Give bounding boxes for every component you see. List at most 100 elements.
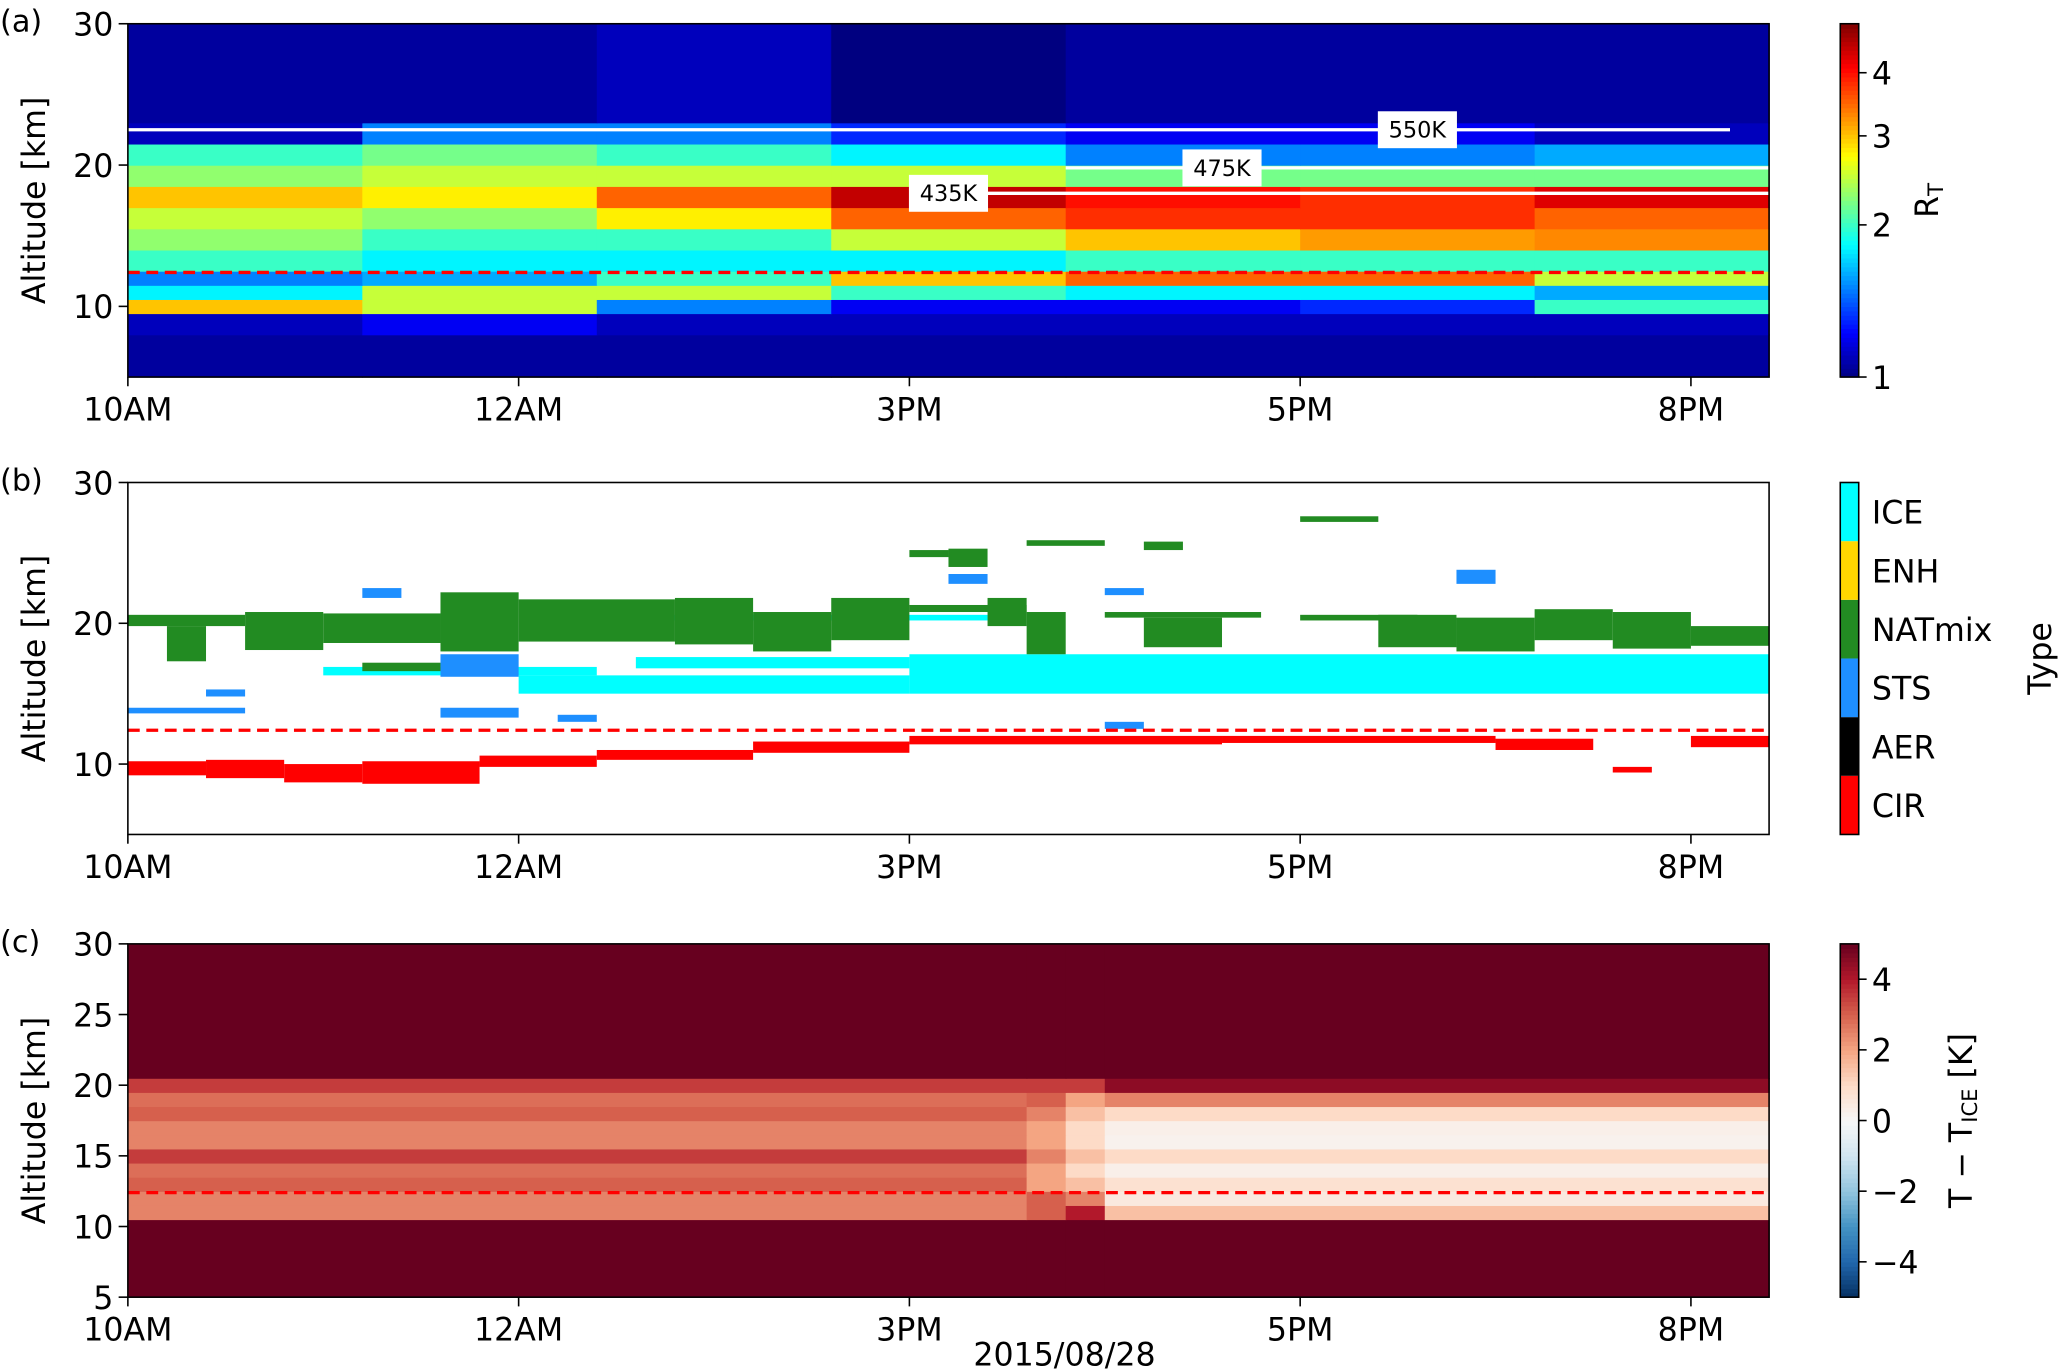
colorbar-label-sub: T <box>1923 183 1948 197</box>
class-segment <box>206 759 285 779</box>
colorbar-step <box>1840 1023 1859 1029</box>
heatmap-cell <box>1534 271 1770 286</box>
heatmap-cell <box>127 1078 1028 1093</box>
class-segment <box>518 675 910 694</box>
heatmap-cell <box>1534 207 1770 230</box>
panel-label: (a) <box>0 5 42 40</box>
heatmap-cell <box>1300 228 1536 251</box>
colorbar-step <box>1840 50 1859 56</box>
heatmap-cell <box>831 299 1067 315</box>
colorbar-step <box>1840 231 1859 237</box>
heatmap-cell <box>1065 299 1301 315</box>
colorbar-step <box>1840 341 1859 347</box>
colorbar-step <box>1840 1129 1859 1135</box>
colorbar-step <box>1840 98 1859 104</box>
colorbar-step <box>1840 1186 1859 1192</box>
colorbar-label-text: Type <box>2023 622 2059 696</box>
colorbar-step <box>1840 222 1859 228</box>
heatmap-cell <box>1300 186 1536 209</box>
colorbar-step <box>1840 195 1859 202</box>
heatmap-cell <box>831 285 1067 300</box>
colorbar-step <box>1840 346 1859 352</box>
colorbar-step <box>1840 306 1859 312</box>
colorbar-step <box>1840 187 1859 193</box>
heatmap-cell <box>596 186 832 209</box>
colorbar-step <box>1840 359 1859 365</box>
colorbar-step <box>1840 178 1859 184</box>
colorbar-step <box>1840 218 1859 224</box>
class-segment <box>948 574 988 584</box>
class-segment <box>127 707 246 714</box>
colorbar-step <box>1840 1257 1859 1263</box>
y-tick-label: 10 <box>73 290 113 326</box>
isentrope-label-group: 550K <box>1377 111 1457 149</box>
class-segment <box>166 626 207 662</box>
heatmap-cell <box>1300 334 1536 378</box>
colorbar-step <box>1840 1085 1859 1091</box>
x-tick-label: 10AM <box>83 1313 172 1349</box>
class-segment <box>362 761 480 784</box>
colorbar-step <box>1840 279 1859 285</box>
colorbar-label-text: R <box>1910 196 1946 218</box>
colorbar-label: Type <box>2023 622 2059 696</box>
colorbar-step <box>1840 120 1859 126</box>
axes-frame <box>127 481 1770 836</box>
heatmap-cell <box>127 1106 1028 1122</box>
colorbar-step <box>1840 1226 1859 1232</box>
colorbar-step <box>1840 957 1859 963</box>
heatmap-cell <box>596 334 832 378</box>
heatmap-cell <box>1026 1191 1067 1206</box>
heatmap-cell <box>1065 122 1301 145</box>
heatmap-cell <box>596 271 832 286</box>
heatmap-cell <box>127 285 363 300</box>
colorbar-class <box>1840 541 1859 600</box>
colorbar-step <box>1840 943 1859 949</box>
colorbar-step <box>1840 147 1859 153</box>
colorbar-step <box>1840 67 1859 73</box>
heatmap-cell <box>1534 299 1770 315</box>
colorbar-step <box>1840 1027 1859 1033</box>
heatmap-cell <box>127 1148 1028 1164</box>
colorbar-step <box>1840 59 1859 65</box>
heatmap-cell <box>1300 285 1536 300</box>
colorbar-tick-label: 2 <box>1872 209 1892 245</box>
heatmap-cell <box>1065 285 1301 300</box>
heatmap-cell <box>127 249 363 272</box>
heatmap-cell <box>1026 1092 1067 1108</box>
heatmap-cell <box>127 186 363 209</box>
class-segment <box>206 689 246 697</box>
heatmap-cell <box>596 23 832 124</box>
colorbar-step <box>1840 372 1859 378</box>
heatmap-cell <box>596 249 832 272</box>
heatmap-cell <box>127 1191 1028 1206</box>
class-segment <box>1104 612 1262 618</box>
colorbar-step <box>1840 1111 1859 1117</box>
x-tick-label: 3PM <box>876 393 942 429</box>
colorbar-step <box>1840 1067 1859 1073</box>
colorbar-step <box>1840 297 1859 303</box>
x-tick-label: 5PM <box>1267 393 1333 429</box>
class-segment <box>909 735 1223 745</box>
colorbar-step <box>1840 1230 1859 1236</box>
heatmap-cell <box>1065 1205 1106 1221</box>
colorbar-step <box>1840 116 1859 122</box>
class-segment <box>323 613 441 643</box>
heatmap-cell <box>1026 1148 1067 1164</box>
heatmap-cell <box>1534 285 1770 300</box>
heatmap-cell <box>127 1134 1028 1150</box>
heatmap-cell <box>362 271 598 286</box>
colorbar-step <box>1840 988 1859 994</box>
colorbar-step <box>1840 1292 1859 1298</box>
colorbar-step <box>1840 310 1859 316</box>
class-segment <box>1690 735 1770 748</box>
colorbar-step <box>1840 324 1859 330</box>
colorbar-step <box>1840 1058 1859 1064</box>
colorbar-class-label: ICE <box>1872 496 1923 532</box>
colorbar-step <box>1840 1120 1859 1126</box>
colorbar-step <box>1840 1054 1859 1060</box>
heatmap-cell <box>127 943 1028 1079</box>
colorbar-step <box>1840 961 1859 967</box>
isentrope-label-group: 435K <box>908 174 989 212</box>
heatmap-cell <box>127 143 363 166</box>
colorbar-step <box>1840 36 1859 43</box>
